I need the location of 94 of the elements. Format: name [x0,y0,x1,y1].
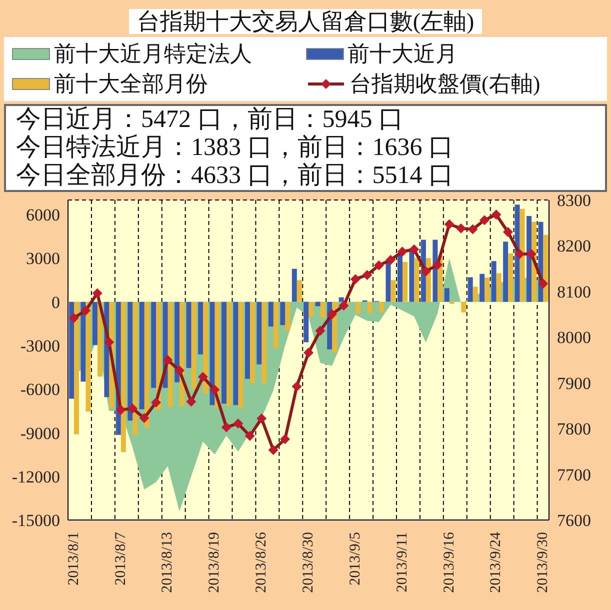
y2-tick-label: 7800 [557,420,591,439]
bar [273,302,278,348]
x-tick-label: 2013/9/16 [441,532,458,593]
bar [69,302,74,399]
bar [186,302,192,368]
x-tick-label: 2013/8/30 [300,532,316,593]
bar [484,278,490,302]
x-tick-label: 2013/8/7 [112,532,129,586]
legend-label: 前十大近月特定法人 [54,40,252,68]
bar [367,302,372,314]
y2-tick-label: 7600 [557,511,591,530]
y-tick-label: -15000 [12,511,60,530]
y-tick-label: 6000 [26,206,60,225]
text: 今日全部月份：4633 口，前日：5514 口 [16,162,454,190]
y2-tick-label: 8200 [557,236,591,256]
y2-tick-label: 8100 [557,282,591,302]
bar [285,302,290,331]
bar [226,302,232,407]
x-tick-label: 2013/9/11 [394,532,410,592]
y2-tick-label: 8000 [557,328,591,348]
text: 今日特法近月：1383 口，前日：1636 口 [16,134,454,162]
bar [198,302,204,354]
bar [320,302,326,318]
x-tick-label: 2013/9/30 [535,532,552,593]
legend-label: 前十大全部月份 [54,70,208,98]
x-tick-label: 2013/8/1 [66,532,82,586]
bar [356,302,361,314]
bar [480,274,485,302]
legend-label: 台指期收盤價(右軸) [350,70,540,98]
bar [144,302,150,428]
bar [191,302,196,389]
legend-label: 前十大近月 [348,40,458,68]
bar [233,302,238,406]
bar [386,262,391,302]
y2-tick-label: 7900 [557,374,591,393]
bar [461,302,466,312]
bar [203,302,208,394]
bar [526,216,532,302]
bar [468,277,473,302]
y2-tick-label: 8300 [557,191,591,210]
bar [132,302,138,435]
y-tick-label: 3000 [26,249,60,268]
bar [139,302,144,410]
bar [256,302,262,364]
bar [86,302,91,412]
bar [308,302,314,317]
bar [80,302,86,382]
y-tick-label: -9000 [20,424,60,443]
y-tick-label: -6000 [20,380,60,400]
x-tick-label: 2013/8/26 [254,532,270,593]
bar [262,302,267,384]
bar [74,302,79,434]
bar [397,253,402,302]
bar [296,280,302,302]
bar [390,280,396,302]
bar [508,253,514,302]
y-tick-label: -12000 [12,467,60,486]
bar [520,208,525,302]
bar [210,302,215,406]
bar [543,234,548,302]
bar [250,302,255,384]
bar [238,302,244,408]
bar [120,302,126,452]
x-tick-label: 2013/9/24 [488,532,504,593]
bar [338,297,344,302]
bar [222,302,227,404]
x-tick-label: 2013/8/19 [206,532,223,593]
bar [444,288,450,302]
text: 今日近月：5472 口，前日：5945 口 [16,106,404,134]
bar [244,302,250,379]
bar [174,302,180,382]
bar [268,302,274,327]
bar [472,286,478,302]
bar [128,302,133,421]
bar [409,248,414,302]
bar [280,302,286,326]
bar [92,302,98,346]
bar [496,273,502,302]
y2-tick-label: 7700 [557,465,591,484]
bar [168,302,173,407]
bar [315,302,320,306]
bar [491,261,496,302]
y-tick-label: -3000 [20,336,60,356]
bar [402,262,408,302]
chart-title: 台指期十大交易人留倉口數(左軸) [128,9,482,34]
x-tick-label: 2013/9/5 [347,532,364,586]
bar [304,302,309,342]
bar [151,302,156,388]
y-tick-label: 0 [52,292,60,312]
bar [379,302,384,312]
x-tick-label: 2013/8/13 [160,532,176,593]
bar [503,242,508,302]
bar [414,258,420,302]
bar [292,268,297,302]
